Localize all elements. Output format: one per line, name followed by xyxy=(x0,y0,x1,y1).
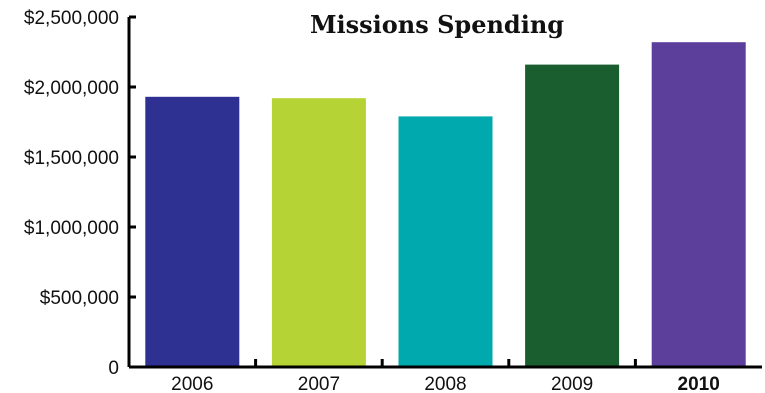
x-tick-label-2008: 2008 xyxy=(424,374,466,393)
y-axis-ticks: 0 $500,000 $1,000,000 $1,500,000 $2,000,000 $… xyxy=(24,8,136,379)
axes xyxy=(127,17,762,369)
y-tick-label: 0 xyxy=(108,358,119,379)
bars xyxy=(145,42,746,368)
bar-2007 xyxy=(271,98,366,367)
x-tick-label-2007: 2007 xyxy=(298,374,340,393)
bar-2008 xyxy=(398,116,493,368)
x-tick-label-2006: 2006 xyxy=(171,374,213,393)
bar-2009 xyxy=(525,64,620,367)
y-tick-label: $1,500,000 xyxy=(24,148,119,169)
x-axis-ticks: 2006 2007 2008 2009 2010 xyxy=(171,359,720,393)
chart-title: Missions Spending xyxy=(310,10,564,39)
bar-2010 xyxy=(651,42,746,367)
y-tick-label: $2,000,000 xyxy=(24,78,119,99)
y-tick-label: $500,000 xyxy=(40,288,119,309)
y-tick-label: $2,500,000 xyxy=(24,8,119,29)
x-tick-label-2009: 2009 xyxy=(551,374,593,393)
x-tick-label-2010: 2010 xyxy=(678,374,720,393)
y-tick-label: $1,000,000 xyxy=(24,218,119,239)
bar-2006 xyxy=(145,96,240,368)
